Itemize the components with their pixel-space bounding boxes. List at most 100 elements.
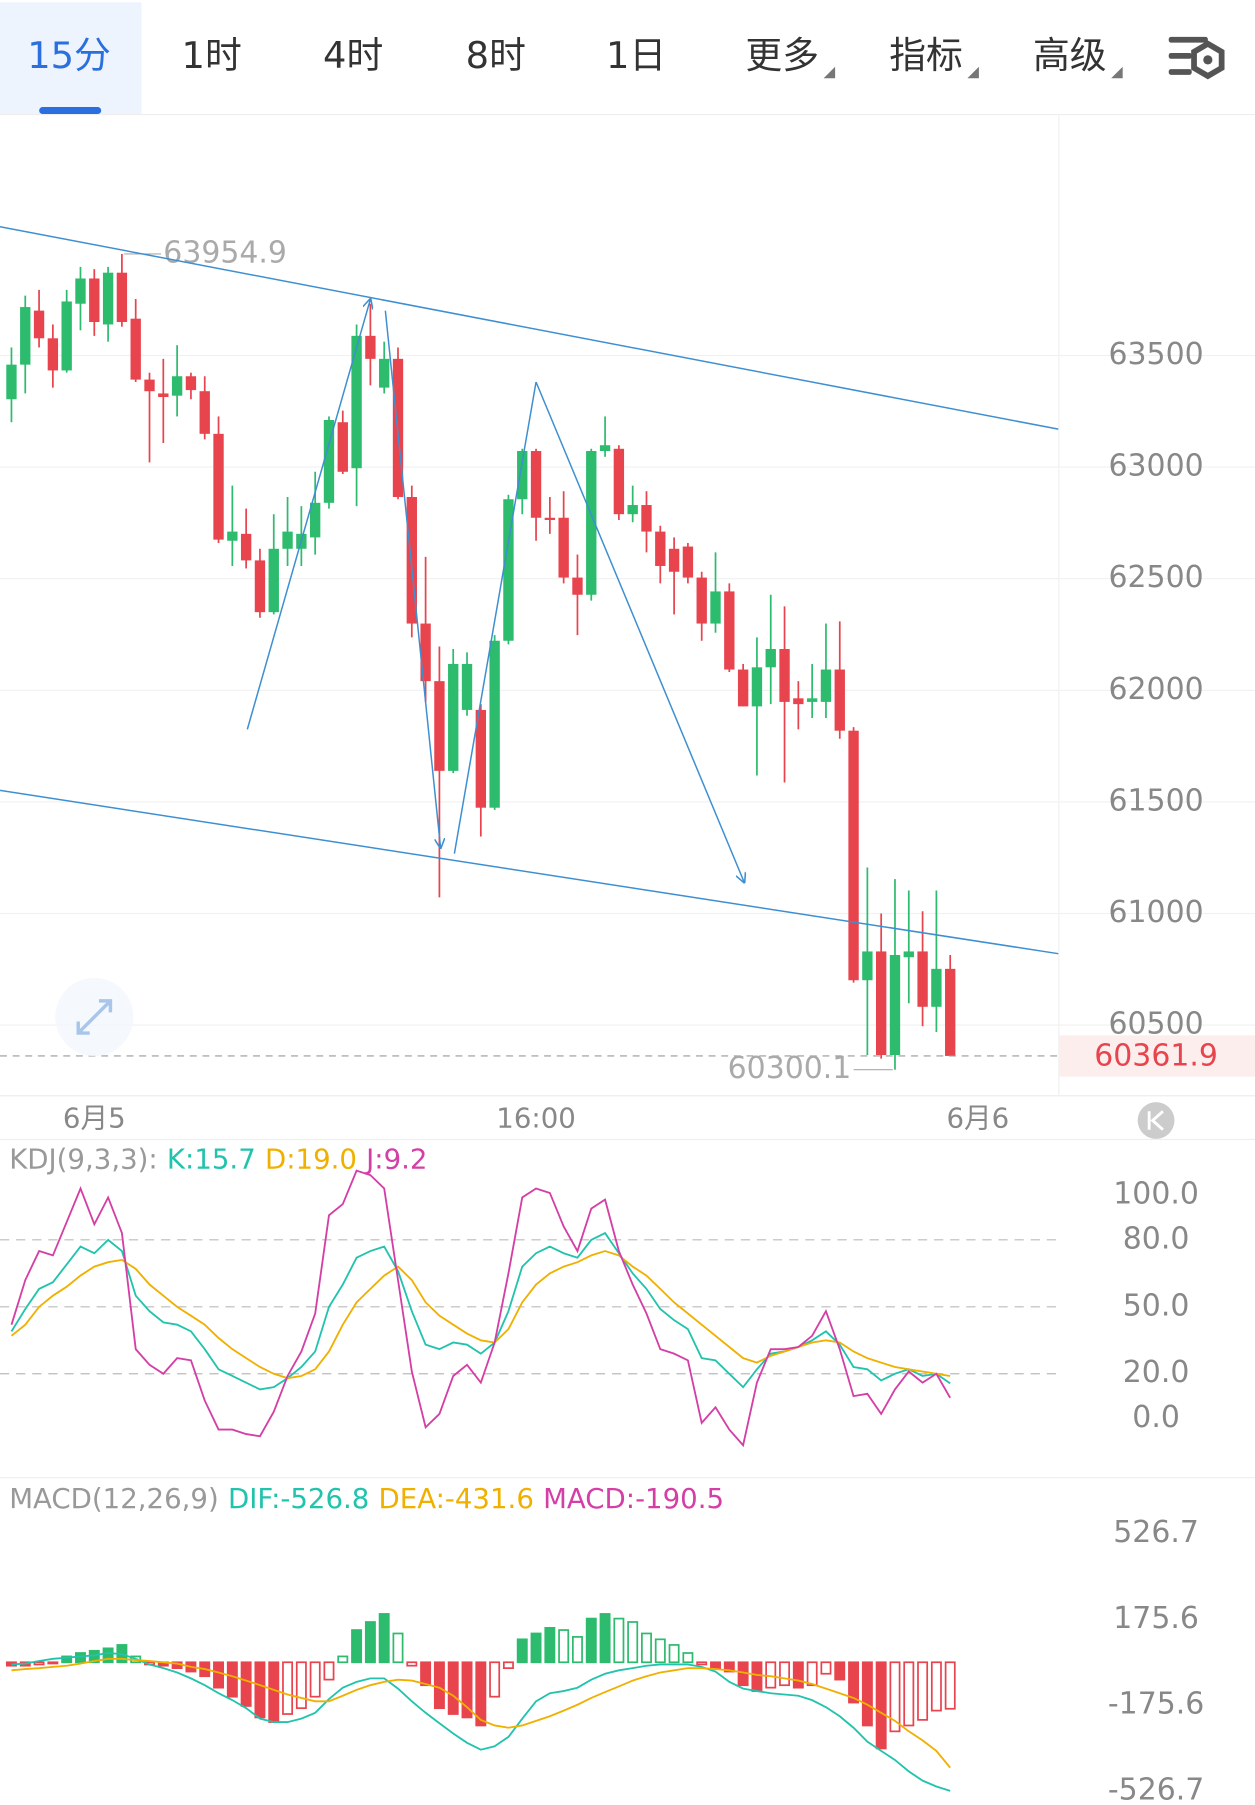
legend-entry: MACD:-190.5: [543, 1482, 724, 1515]
macd-bar: [392, 1632, 404, 1664]
tab[interactable]: 高级: [1033, 34, 1107, 77]
candle-body: [682, 546, 694, 578]
candle-body: [240, 533, 252, 561]
scroll-latest-button[interactable]: [1137, 1102, 1175, 1139]
x-tick-label: 16:00: [496, 1101, 576, 1134]
last-price-label: 60361.9: [1094, 1039, 1218, 1074]
plot-area: 6月5 16:00 6月6 63500 63000 62500 62000 61500 6100…: [0, 235, 1255, 1805]
macd-bar: [282, 1661, 294, 1715]
indicator-line: [11, 1657, 951, 1769]
candle-body: [144, 379, 155, 392]
candle-body: [337, 422, 348, 472]
candle-body: [171, 376, 183, 396]
indicator-line: [11, 1652, 951, 1792]
macd-bar: [654, 1638, 666, 1664]
tab[interactable]: 1日: [606, 34, 666, 77]
candle-body: [751, 667, 763, 707]
candle-body: [89, 278, 100, 323]
candle-body: [737, 669, 749, 707]
candle-body: [199, 391, 210, 434]
macd-bar: [696, 1661, 708, 1666]
macd-bar: [806, 1661, 818, 1687]
expand-button[interactable]: [55, 977, 134, 1057]
macd-bar: [848, 1661, 860, 1704]
candle-body: [489, 640, 500, 808]
candle-body: [475, 709, 487, 808]
macd-bar: [61, 1655, 73, 1664]
macd-bar: [309, 1661, 321, 1698]
candle-body: [130, 318, 141, 380]
macd-bar: [723, 1661, 735, 1673]
macd-bar: [364, 1621, 376, 1664]
macd-bar: [834, 1661, 846, 1681]
macd-bar: [765, 1661, 777, 1689]
macd-bar: [820, 1661, 832, 1675]
candle-body: [47, 338, 59, 371]
macd-bar: [213, 1661, 224, 1689]
candle-body: [323, 419, 335, 503]
x-tick-label: 6月6: [946, 1101, 1009, 1134]
candle-body: [834, 669, 845, 731]
macd-bar: [378, 1613, 390, 1664]
candle-body: [33, 310, 45, 339]
macd-bar: [268, 1661, 280, 1723]
macd-bar: [585, 1617, 597, 1664]
high-label: 63954.9: [163, 235, 287, 270]
macd-bar: [930, 1661, 942, 1712]
candle-body: [158, 393, 169, 398]
candle-body: [213, 433, 224, 540]
candle-body: [793, 698, 804, 705]
candle-body: [406, 497, 417, 624]
legend-entry: DEA:-431.6: [379, 1482, 534, 1515]
tab[interactable]: 指标: [889, 34, 963, 77]
candle-body: [889, 955, 901, 1056]
trend-lines: [0, 225, 1059, 955]
legend-entry: DIF:-526.8: [228, 1482, 369, 1515]
macd-bar: [406, 1661, 418, 1667]
macd-bar: [544, 1626, 556, 1664]
macd-bar: [323, 1661, 335, 1681]
settings-icon[interactable]: [1168, 36, 1225, 80]
y-tick-label: 20.0: [1123, 1355, 1190, 1390]
macd-bar: [668, 1644, 680, 1664]
y-tick-label: 61000: [1109, 895, 1204, 930]
macd-bar: [572, 1636, 583, 1664]
macd-bar: [903, 1661, 915, 1727]
indicator-line: [10, 1169, 951, 1448]
candle-body: [20, 307, 31, 365]
legend-entry: K:15.7: [167, 1143, 256, 1176]
candle-body: [945, 968, 956, 1056]
tab[interactable]: 1时: [182, 34, 242, 77]
candle-body: [765, 649, 776, 668]
candle-body: [102, 272, 114, 325]
candle-body: [917, 951, 928, 1007]
candle-body: [448, 663, 459, 771]
candle-body: [848, 730, 859, 981]
y-tick-label: 526.7: [1113, 1515, 1199, 1550]
macd-bar: [558, 1629, 570, 1664]
macd-bar: [710, 1661, 721, 1669]
tab[interactable]: 8时: [466, 34, 526, 77]
candle-body: [268, 548, 279, 613]
candle-body: [599, 445, 611, 452]
y-tick-label: 62000: [1109, 672, 1204, 707]
tab[interactable]: 4时: [323, 34, 383, 77]
legend-entry: D:19.0: [265, 1143, 357, 1176]
candle-body: [434, 681, 445, 771]
candle-body: [75, 278, 86, 304]
macd-bar: [433, 1661, 445, 1710]
macd-bar: [337, 1655, 349, 1664]
macd-bar: [47, 1661, 59, 1665]
tab[interactable]: 更多: [745, 34, 819, 77]
candle-body: [875, 951, 887, 1056]
tab[interactable]: 15分: [27, 34, 111, 77]
candle-body: [696, 577, 707, 624]
y-tick-label: -175.6: [1108, 1687, 1204, 1722]
candle-body: [572, 577, 583, 595]
candle-body: [862, 951, 873, 981]
y-tick-label: 175.6: [1113, 1601, 1199, 1636]
macd-bar: [254, 1661, 266, 1719]
